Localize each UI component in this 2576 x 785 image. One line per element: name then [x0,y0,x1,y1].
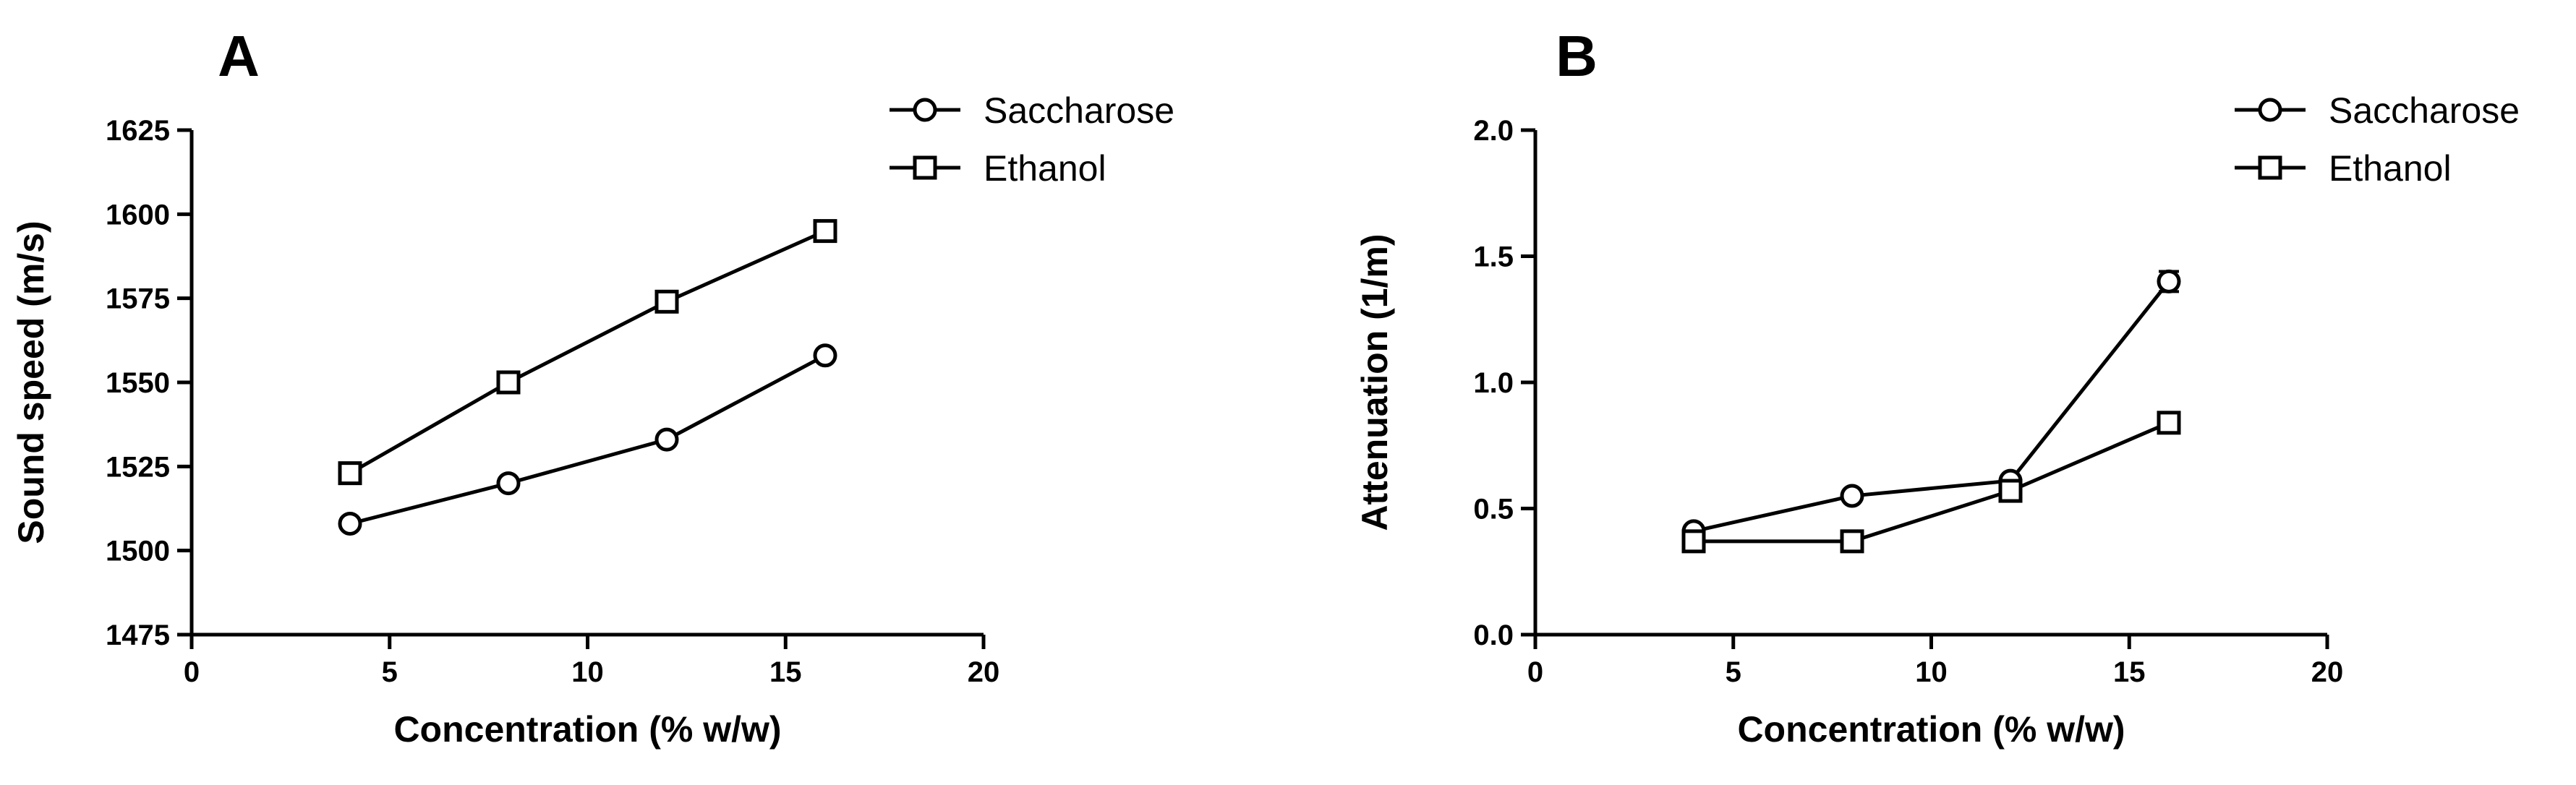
legend-label: Ethanol [984,148,1106,189]
series-saccharose [1681,269,2181,544]
panel-letter: B [1556,24,1598,88]
x-tick-label: 15 [769,656,802,688]
y-tick-label: 1625 [106,115,170,147]
y-axis-title: Sound speed (m/s) [11,220,51,544]
y-tick-label: 0.0 [1473,619,1514,651]
data-point-ethanol [1840,529,1864,554]
legend-item-ethanol: Ethanol [890,148,1106,189]
data-point-ethanol [813,219,837,244]
y-tick-label: 1600 [106,199,170,231]
panel-letter: A [218,24,260,88]
y-tick-label: 1500 [106,536,170,567]
x-tick-label: 20 [968,656,1000,688]
legend-marker [913,155,937,180]
x-tick-label: 20 [2311,656,2344,688]
legend-marker [913,98,937,122]
series-line-ethanol [349,229,827,475]
y-tick-label: 1.0 [1473,367,1514,399]
data-point-ethanol [1681,529,1706,554]
series-ethanol [1681,411,2181,554]
series-saccharose [338,343,837,536]
series-line-saccharose [349,353,827,526]
y-tick-label: 1525 [106,451,170,483]
legend-label: Saccharose [2329,90,2520,131]
x-axis-title: Concentration (% w/w) [1737,709,2125,750]
legend-item-saccharose: Saccharose [890,90,1174,131]
y-axis-title: Attenuation (1/m) [1355,233,1395,531]
data-point-ethanol [2157,411,2181,435]
data-point-saccharose [2157,269,2181,293]
data-point-saccharose [813,343,837,368]
series-line-ethanol [1694,421,2170,544]
y-tick-label: 2.0 [1473,115,1514,147]
x-tick-label: 15 [2113,656,2146,688]
data-point-ethanol [338,461,362,486]
legend-marker [2258,155,2282,180]
legend-label: Ethanol [2329,148,2452,189]
x-tick-label: 10 [571,656,604,688]
y-tick-label: 1475 [106,619,170,651]
data-point-ethanol [654,289,679,314]
legend-item-ethanol: Ethanol [2235,148,2452,189]
y-tick-label: 1550 [106,367,170,399]
data-point-saccharose [496,471,521,496]
chart-panel-a: A 1475 1500 1525 1550 1575 1600 1625 0 5 10 15 20 Con… [11,24,1174,750]
y-tick-label: 1.5 [1473,241,1514,273]
legend-marker [2258,98,2282,122]
x-tick-label: 0 [1527,656,1543,688]
legend-item-saccharose: Saccharose [2235,90,2520,131]
series-ethanol [338,219,837,486]
y-tick-label: 0.5 [1473,494,1514,526]
data-point-saccharose [338,511,362,536]
x-axis-title: Concentration (% w/w) [393,709,781,750]
data-point-ethanol [496,370,521,395]
x-tick-label: 0 [184,656,200,688]
chart-panel-b: B 0.0 0.5 1.0 1.5 2.0 0 5 10 15 20 Concentration (%… [1355,24,2520,750]
legend-label: Saccharose [984,90,1174,131]
x-tick-label: 5 [382,656,398,688]
x-tick-label: 10 [1915,656,1948,688]
y-tick-label: 1575 [106,283,170,315]
data-point-ethanol [1998,479,2023,503]
data-point-saccharose [1840,484,1864,508]
data-point-saccharose [654,427,679,452]
x-tick-label: 5 [1726,656,1741,688]
series-line-saccharose [1693,280,2170,533]
